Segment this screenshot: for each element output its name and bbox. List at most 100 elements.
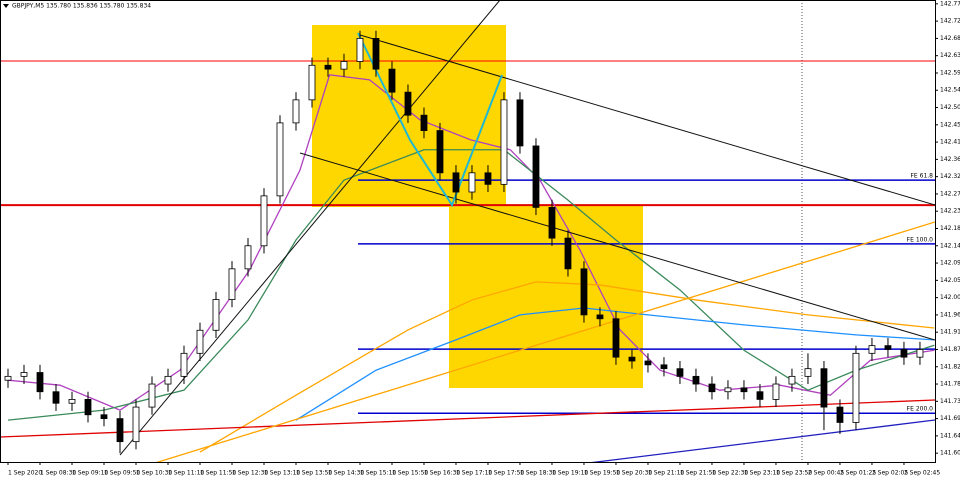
- x-tick-label: 1 Sep 23:10: [744, 470, 780, 477]
- candle-body: [116, 418, 124, 443]
- x-tick-label: 1 Sep 16:30: [424, 470, 460, 477]
- candle-body: [740, 387, 748, 393]
- x-tick-label: 2 Sep 02:45: [904, 470, 940, 477]
- candle-body: [388, 68, 396, 93]
- trendline: [156, 221, 935, 462]
- x-tick-label: 1 Sep 21:10: [648, 470, 684, 477]
- candle-body: [132, 406, 140, 443]
- candle-body: [884, 345, 892, 350]
- y-tick-label: 142.005: [940, 294, 960, 301]
- trendlines: [0, 0, 935, 462]
- candle-body: [692, 375, 700, 385]
- candle-body: [4, 375, 12, 381]
- candle-body: [580, 268, 588, 316]
- candle-body: [180, 352, 188, 377]
- candle-body: [804, 368, 812, 377]
- candle-body: [356, 38, 364, 62]
- y-tick-label: 142.365: [940, 156, 960, 163]
- candle-body: [292, 99, 300, 124]
- zone-box: [449, 205, 643, 388]
- y-tick-label: 141.600: [940, 450, 960, 457]
- candle-body: [52, 391, 60, 404]
- y-tick-label: 142.095: [940, 260, 960, 267]
- x-tick-label: 1 Sep 08:30: [40, 470, 76, 477]
- level-label: FE 200.0: [907, 406, 934, 413]
- x-tick-label: 1 Sep 13:50: [296, 470, 332, 477]
- x-tick-label: 1 Sep 21:50: [680, 470, 716, 477]
- candle-body: [548, 206, 556, 239]
- y-tick-label: 142.230: [940, 208, 960, 215]
- y-tick-label: 142.185: [940, 225, 960, 232]
- candle-body: [212, 299, 220, 331]
- y-tick-label: 141.870: [940, 346, 960, 353]
- menu-arrow: [3, 4, 9, 8]
- y-tick-label: 142.320: [940, 173, 960, 180]
- y-tick-label: 142.77: [940, 0, 960, 7]
- candle-body: [708, 383, 716, 393]
- candle-body: [484, 172, 492, 185]
- candle-body: [500, 99, 508, 185]
- candle-body: [772, 383, 780, 400]
- moving-average: [199, 281, 935, 453]
- candle-body: [324, 64, 332, 70]
- candle-body: [436, 130, 444, 174]
- x-tick-label: 2 Sep 02:05: [872, 470, 908, 477]
- trendline: [359, 34, 935, 206]
- trendline: [591, 419, 935, 462]
- x-tick-label: 1 Sep 19:10: [552, 470, 588, 477]
- trendline: [0, 399, 935, 438]
- y-tick-label: 141.780: [940, 381, 960, 388]
- candle-body: [628, 356, 636, 362]
- x-tick-label: 1 Sep 2020: [8, 470, 42, 477]
- candle-body: [916, 349, 924, 358]
- y-tick-label: 142.455: [940, 121, 960, 128]
- candle-body: [244, 245, 252, 270]
- x-tick-label: 1 Sep 23:50: [776, 470, 812, 477]
- zigzag: [357, 32, 503, 208]
- candle-body: [660, 364, 668, 370]
- candle-body: [340, 61, 348, 70]
- candle-body: [644, 360, 652, 366]
- x-tick-label: 1 Sep 17:50: [488, 470, 524, 477]
- candle-body: [868, 345, 876, 354]
- x-tick-label: 1 Sep 20:30: [616, 470, 652, 477]
- candle-body: [68, 399, 76, 404]
- candle-body: [852, 352, 860, 423]
- candle-body: [84, 399, 92, 416]
- candle-body: [532, 145, 540, 208]
- candle-body: [228, 268, 236, 300]
- candle-body: [308, 64, 316, 101]
- candle-body: [724, 387, 732, 393]
- candle-body: [468, 172, 476, 193]
- x-tick-label: 1 Sep 22:30: [712, 470, 748, 477]
- moving-average: [7, 74, 935, 411]
- chart-title: GBPJPY,M5 135.780 135.836 135.780 135.83…: [12, 3, 151, 10]
- candle-body: [596, 314, 604, 320]
- candles: [4, 30, 924, 454]
- y-tick-label: 142.410: [940, 139, 960, 146]
- x-tick-label: 1 Sep 11:50: [200, 470, 236, 477]
- candle-body: [260, 195, 268, 247]
- x-tick-label: 1 Sep 11:10: [168, 470, 204, 477]
- y-tick-label: 141.825: [940, 363, 960, 370]
- x-tick-label: 1 Sep 19:50: [584, 470, 620, 477]
- y-tick-label: 142.275: [940, 190, 960, 197]
- candle-body: [516, 99, 524, 147]
- candle-body: [276, 122, 284, 197]
- axes: 142.77 142.725 142.68 142.635 142.590 142.545…: [7, 0, 960, 477]
- trendline: [119, 0, 501, 456]
- candle-body: [404, 91, 412, 116]
- y-tick-label: 142.545: [940, 87, 960, 94]
- y-tick-label: 142.140: [940, 242, 960, 249]
- y-tick-label: 142.500: [940, 104, 960, 111]
- candle-body: [20, 372, 28, 377]
- y-tick-label: 141.735: [940, 398, 960, 405]
- y-tick-label: 142.68: [940, 35, 960, 42]
- x-tick-label: 1 Sep 18:30: [520, 470, 556, 477]
- candle-body: [148, 383, 156, 408]
- candle-body: [372, 38, 380, 70]
- x-tick-label: 1 Sep 14:30: [328, 470, 364, 477]
- candle-body: [836, 406, 844, 423]
